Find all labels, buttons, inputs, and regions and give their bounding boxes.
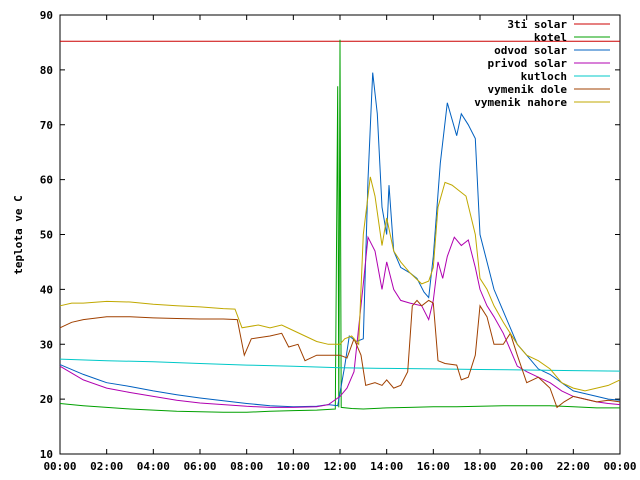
- x-tick-label: 18:00: [463, 460, 496, 473]
- legend-label: 3ti solar: [507, 18, 567, 31]
- series-line-vymenik-nahore: [59, 176, 621, 392]
- x-tick-label: 08:00: [230, 460, 263, 473]
- ticks: 00:00 02:00 04:00 06:00 08:00 10:00 12:00 14:00…: [40, 9, 637, 473]
- y-tick-label: 90: [40, 9, 53, 22]
- x-tick-label: 04:00: [137, 460, 170, 473]
- y-tick-label: 70: [40, 119, 53, 132]
- x-tick-label: 20:00: [510, 460, 543, 473]
- series-line-privod-solar: [59, 235, 621, 408]
- legend-label: odvod solar: [494, 44, 567, 57]
- y-tick-label: 20: [40, 393, 53, 406]
- x-tick-label: 22:00: [557, 460, 590, 473]
- x-tick-label: 02:00: [90, 460, 123, 473]
- y-tick-label: 30: [40, 338, 53, 351]
- y-tick-label: 50: [40, 229, 53, 242]
- legend-label: kutloch: [521, 70, 567, 83]
- legend-label: kotel: [534, 31, 567, 44]
- x-tick-label: 00:00: [603, 460, 636, 473]
- y-tick-label: 60: [40, 174, 53, 187]
- series-line-kutloch: [59, 358, 621, 372]
- series-lines: [59, 39, 621, 413]
- series-line-vymenik-dole: [59, 299, 621, 409]
- y-tick-label: 40: [40, 283, 53, 296]
- x-tick-label: 06:00: [183, 460, 216, 473]
- x-tick-label: 16:00: [417, 460, 450, 473]
- y-tick-label: 10: [40, 448, 53, 461]
- legend-label: vymenik nahore: [474, 96, 567, 109]
- y-axis-label: teplota ve C: [12, 195, 25, 274]
- x-tick-label: 10:00: [277, 460, 310, 473]
- legend-label: vymenik dole: [488, 83, 568, 96]
- y-tick-label: 80: [40, 64, 53, 77]
- legend-label: privod solar: [488, 57, 568, 70]
- x-tick-label: 00:00: [43, 460, 76, 473]
- x-tick-label: 14:00: [370, 460, 403, 473]
- x-tick-label: 12:00: [323, 460, 356, 473]
- series-line-kotel: [59, 39, 620, 413]
